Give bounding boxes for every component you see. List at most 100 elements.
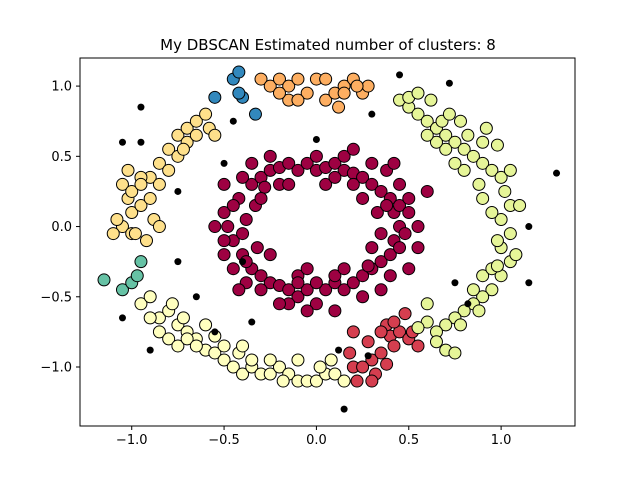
y-tick-label: 0.0 bbox=[51, 220, 72, 235]
cluster-0-point bbox=[319, 177, 333, 191]
cluster-0-point bbox=[217, 177, 231, 191]
cluster-0-point bbox=[402, 191, 416, 205]
cluster-0-point bbox=[387, 156, 401, 170]
cluster-4-point bbox=[152, 156, 166, 170]
cluster-0-point bbox=[254, 283, 268, 297]
cluster-0-point bbox=[328, 170, 342, 184]
cluster-8-point bbox=[130, 269, 144, 283]
cluster-6-point bbox=[411, 107, 425, 121]
cluster-0-point bbox=[356, 170, 370, 184]
cluster-4-point bbox=[134, 198, 148, 212]
cluster-0-point bbox=[300, 156, 314, 170]
cluster-9-point bbox=[232, 86, 246, 100]
cluster-6-point bbox=[485, 283, 499, 297]
noise-point bbox=[229, 117, 237, 125]
cluster-4-point bbox=[208, 128, 222, 142]
chart-title: My DBSCAN Estimated number of clusters: … bbox=[160, 36, 496, 54]
cluster-5-point bbox=[328, 367, 342, 381]
cluster-0-point bbox=[309, 276, 323, 290]
cluster-3-point bbox=[263, 79, 277, 93]
cluster-0-point bbox=[337, 149, 351, 163]
cluster-6-point bbox=[411, 321, 425, 335]
cluster-6-point bbox=[453, 114, 467, 128]
cluster-0-point bbox=[254, 191, 268, 205]
cluster-5-point bbox=[324, 353, 338, 367]
cluster-5-point bbox=[245, 353, 259, 367]
cluster-5-point bbox=[134, 297, 148, 311]
cluster-4-point bbox=[152, 177, 166, 191]
cluster-5-point bbox=[143, 311, 157, 325]
noise-point bbox=[553, 169, 561, 177]
cluster-0-point bbox=[236, 170, 250, 184]
cluster-0-point bbox=[282, 156, 296, 170]
cluster-5-point bbox=[313, 360, 327, 374]
plot-area-frame bbox=[79, 57, 576, 427]
cluster-0-point bbox=[328, 156, 342, 170]
cluster-4-point bbox=[176, 142, 190, 156]
cluster-6-point bbox=[448, 156, 462, 170]
noise-point bbox=[137, 103, 145, 111]
cluster-5-point bbox=[217, 353, 231, 367]
cluster-3-point bbox=[291, 93, 305, 107]
cluster-0-point bbox=[258, 180, 272, 194]
cluster-4-point bbox=[171, 128, 185, 142]
noise-point bbox=[525, 279, 533, 287]
cluster-0-point bbox=[356, 290, 370, 304]
noise-point bbox=[220, 159, 228, 167]
cluster-5-point bbox=[189, 339, 203, 353]
cluster-4-point bbox=[162, 163, 176, 177]
cluster-4-point bbox=[128, 227, 142, 241]
cluster-0-point bbox=[374, 255, 388, 269]
axes-layer: −1.0 −0.5 0.0 0.5 1.0 1.0 0.5 0.0 −0.5 −1.0 bbox=[40, 80, 511, 448]
cluster-6-point bbox=[476, 290, 490, 304]
cluster-1-point bbox=[387, 339, 401, 353]
x-tick-label: −1.0 bbox=[116, 433, 148, 448]
cluster-6-point bbox=[513, 198, 527, 212]
cluster-0-point bbox=[374, 283, 388, 297]
cluster-6-point bbox=[429, 135, 443, 149]
cluster-1-point bbox=[374, 325, 388, 339]
noise-point bbox=[451, 279, 459, 287]
noise-point bbox=[335, 346, 343, 354]
cluster-5-point bbox=[309, 374, 323, 388]
noise-point bbox=[396, 71, 404, 79]
cluster-6-point bbox=[494, 170, 508, 184]
cluster-6-point bbox=[503, 227, 517, 241]
cluster-0-point bbox=[245, 177, 259, 191]
cluster-4-point bbox=[180, 121, 194, 135]
cluster-0-point bbox=[226, 262, 240, 276]
cluster-6-point bbox=[457, 142, 471, 156]
cluster-0-point bbox=[291, 163, 305, 177]
x-tick-label: −0.5 bbox=[208, 433, 240, 448]
cluster-1-point bbox=[374, 346, 388, 360]
cluster-0-point bbox=[337, 262, 351, 276]
cluster-0-point bbox=[282, 177, 296, 191]
cluster-0-point bbox=[337, 283, 351, 297]
cluster-1-point bbox=[346, 325, 360, 339]
y-tick-label: 0.5 bbox=[51, 150, 72, 165]
cluster-9-point bbox=[232, 65, 246, 79]
cluster-4-point bbox=[115, 177, 129, 191]
noise-point bbox=[118, 138, 126, 146]
cluster-6-point bbox=[485, 163, 499, 177]
cluster-6-point bbox=[490, 138, 504, 152]
cluster-5-point bbox=[171, 339, 185, 353]
cluster-0-point bbox=[300, 283, 314, 297]
cluster-0-point bbox=[217, 234, 231, 248]
cluster-0-point bbox=[374, 184, 388, 198]
cluster-6-point bbox=[439, 142, 453, 156]
cluster-0-point bbox=[356, 191, 370, 205]
cluster-3-point bbox=[272, 86, 286, 100]
cluster-5-point bbox=[291, 353, 305, 367]
cluster-4-point bbox=[189, 114, 203, 128]
cluster-5-point bbox=[236, 367, 250, 381]
cluster-0-point bbox=[282, 283, 296, 297]
noise-point bbox=[174, 187, 182, 195]
cluster-6-point bbox=[461, 128, 475, 142]
cluster-5-point bbox=[217, 339, 231, 353]
cluster-0-point bbox=[398, 227, 412, 241]
cluster-3-point bbox=[332, 100, 346, 114]
cluster-8-point bbox=[97, 273, 111, 287]
